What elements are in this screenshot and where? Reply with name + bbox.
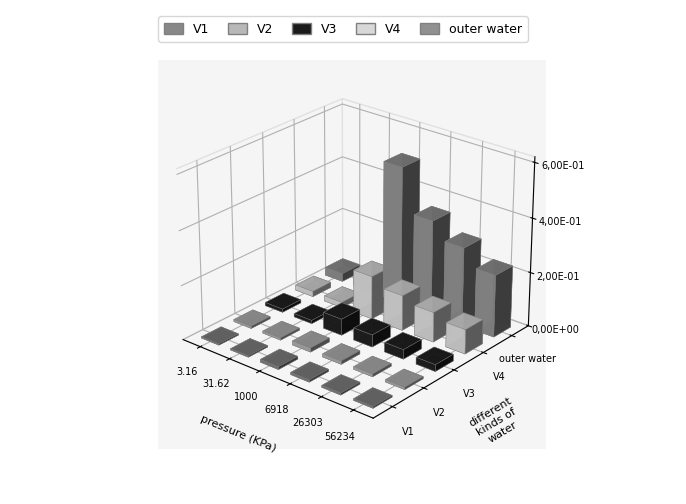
Y-axis label: different
kinds of
water: different kinds of water xyxy=(467,396,525,449)
X-axis label: pressure (KPa): pressure (KPa) xyxy=(200,414,278,454)
Legend: V1, V2, V3, V4, outer water: V1, V2, V3, V4, outer water xyxy=(158,16,528,42)
